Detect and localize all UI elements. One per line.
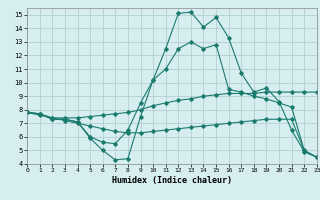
X-axis label: Humidex (Indice chaleur): Humidex (Indice chaleur) (112, 176, 232, 185)
